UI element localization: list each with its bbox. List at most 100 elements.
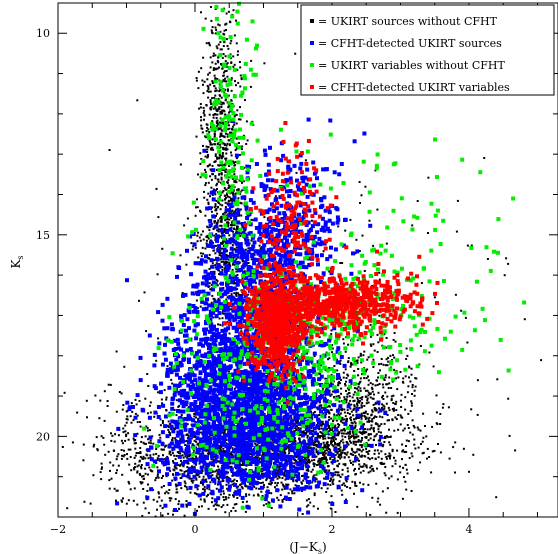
data-point <box>257 493 259 496</box>
data-point <box>125 418 128 420</box>
data-point <box>355 359 358 362</box>
data-point <box>220 172 223 175</box>
data-point <box>235 293 238 296</box>
data-point <box>325 458 328 461</box>
data-point <box>231 197 234 200</box>
data-point <box>340 451 343 454</box>
data-point <box>363 377 366 380</box>
data-point <box>202 252 205 255</box>
data-point <box>232 160 234 163</box>
data-point <box>225 298 228 301</box>
data-point <box>298 439 301 442</box>
data-point <box>359 481 361 484</box>
data-point <box>227 88 229 91</box>
data-point <box>402 377 405 380</box>
data-point <box>317 421 319 424</box>
data-point <box>243 444 246 446</box>
data-point <box>307 469 310 472</box>
data-point <box>202 56 205 59</box>
data-point <box>179 163 182 166</box>
data-point <box>233 63 236 66</box>
data-point <box>220 96 223 99</box>
data-point <box>354 424 357 427</box>
data-point <box>117 464 120 467</box>
data-point <box>156 459 159 461</box>
data-point <box>221 324 224 327</box>
data-point <box>332 483 335 486</box>
data-point <box>378 278 381 281</box>
data-point <box>214 482 217 485</box>
data-point <box>224 60 227 63</box>
data-point <box>347 343 350 346</box>
data-point <box>288 475 291 477</box>
data-point <box>394 403 397 406</box>
data-point <box>322 447 324 450</box>
data-point <box>222 490 225 493</box>
data-point <box>193 412 196 415</box>
data-point <box>388 441 391 444</box>
data-point <box>411 419 414 422</box>
data-point <box>211 81 214 84</box>
data-point <box>83 500 86 503</box>
data-point <box>358 453 361 456</box>
data-point <box>355 436 357 439</box>
data-point <box>326 487 329 490</box>
data-point <box>226 45 229 47</box>
data-point <box>230 452 232 455</box>
data-point <box>407 385 410 388</box>
data-point <box>389 435 392 438</box>
data-point <box>326 465 329 468</box>
data-point <box>159 424 162 427</box>
data-point <box>179 452 182 455</box>
data-point <box>363 387 366 390</box>
data-point <box>213 132 216 135</box>
data-point <box>227 94 230 97</box>
data-point <box>352 414 355 417</box>
data-point <box>316 464 318 466</box>
data-point <box>198 505 200 508</box>
data-point <box>235 486 238 489</box>
data-point <box>343 456 346 459</box>
data-point <box>240 485 243 488</box>
data-point <box>322 437 325 440</box>
data-point <box>334 446 337 449</box>
data-point <box>325 413 328 416</box>
data-point <box>204 155 207 158</box>
data-point <box>261 495 264 497</box>
data-point <box>373 430 375 433</box>
data-point <box>250 218 253 221</box>
data-point <box>169 469 172 472</box>
data-point <box>148 429 151 432</box>
data-point <box>130 402 133 405</box>
data-point <box>209 168 212 171</box>
data-point <box>334 443 337 446</box>
data-point <box>422 436 425 439</box>
data-point <box>384 374 387 377</box>
data-point <box>413 443 416 446</box>
data-point <box>374 434 377 437</box>
data-point <box>254 467 257 470</box>
data-point <box>245 485 248 488</box>
data-point <box>225 148 228 151</box>
data-point <box>325 471 330 476</box>
data-point <box>364 464 367 467</box>
data-point <box>213 464 216 467</box>
data-point <box>292 480 295 483</box>
data-point <box>215 108 218 111</box>
data-point <box>178 500 180 503</box>
data-point <box>216 47 219 50</box>
data-point <box>410 452 413 455</box>
data-point <box>222 363 227 368</box>
data-point <box>185 470 188 473</box>
data-point <box>213 270 216 273</box>
data-point <box>96 448 99 451</box>
data-point <box>196 198 198 201</box>
data-point <box>136 471 139 474</box>
data-point <box>172 461 175 464</box>
data-point <box>218 127 221 130</box>
data-point <box>199 210 202 213</box>
data-point <box>228 428 231 431</box>
data-point <box>433 296 436 299</box>
data-point <box>340 440 343 443</box>
data-point <box>344 463 347 466</box>
